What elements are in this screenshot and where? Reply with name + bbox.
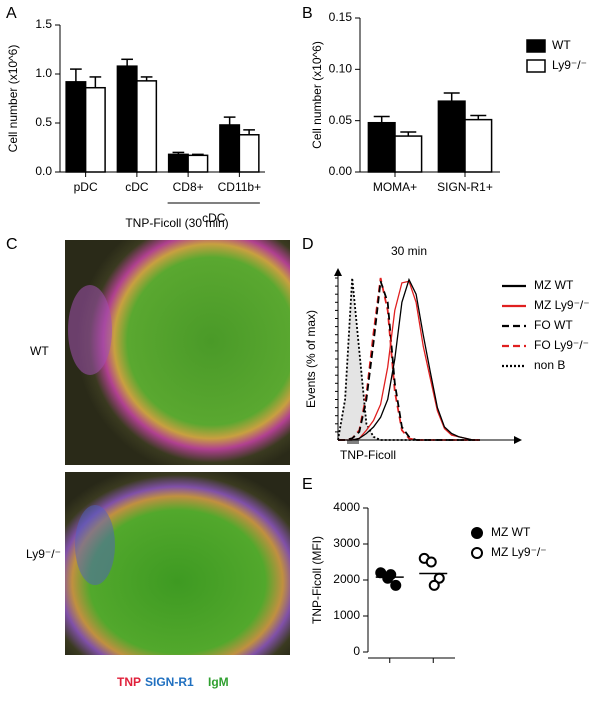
bar: [167, 153, 189, 173]
legend-label: non B: [534, 358, 565, 372]
stain-label: SIGN-R1: [145, 675, 194, 689]
legend-marker: [471, 547, 483, 559]
legend-label: FO WT: [534, 318, 573, 332]
bar: [65, 81, 87, 173]
legend-marker: [471, 527, 483, 539]
bar: [116, 65, 138, 173]
panel-c-title: TNP-Ficoll (30 min): [125, 216, 228, 230]
panel-letter: A: [6, 5, 17, 22]
y-tick-label: 0.5: [35, 115, 52, 129]
y-tick-label: 1.5: [35, 17, 52, 31]
bar: [187, 154, 209, 173]
x-arrow: [514, 436, 522, 444]
x-tick-label: CD8+: [173, 180, 204, 194]
legend-label: MZ WT: [534, 278, 574, 292]
y-tick-label: 0.15: [329, 10, 353, 24]
stain-label: IgM: [208, 675, 229, 689]
panel-letter: E: [302, 476, 313, 493]
y-axis-label: Events (% of max): [304, 310, 318, 408]
micrograph-detail: [75, 505, 115, 585]
legend-label: WT: [552, 38, 571, 52]
panel-letter: D: [302, 236, 314, 253]
x-axis-label: TNP-Ficoll: [340, 448, 396, 462]
bar: [367, 121, 396, 173]
x-tick-label: CD11b+: [218, 180, 261, 194]
y-axis-label: Cell number (x10^6): [6, 45, 20, 153]
y-tick-label: 0.00: [329, 164, 353, 178]
data-point: [425, 556, 437, 568]
legend-label: FO Ly9⁻/⁻: [534, 338, 589, 352]
y-tick-label: 0: [353, 644, 360, 658]
bar: [84, 86, 106, 173]
legend-label: MZ Ly9⁻/⁻: [534, 298, 590, 312]
row-label: WT: [30, 344, 49, 358]
bar: [437, 100, 466, 173]
bar: [464, 118, 493, 173]
y-tick-label: 2000: [333, 572, 360, 586]
x-tick-label: cDC: [125, 180, 149, 194]
stain-label: TNP: [117, 675, 141, 689]
y-arrow: [334, 268, 342, 276]
data-point: [428, 579, 440, 591]
data-point: [390, 579, 402, 591]
x-tick-label: MOMA+: [373, 180, 417, 194]
panel-letter: B: [302, 5, 313, 22]
chart-title: 30 min: [391, 244, 427, 258]
legend-label: MZ WT: [491, 525, 531, 539]
micrograph-detail: [68, 285, 112, 375]
legend-swatch: [526, 59, 546, 73]
legend-label: Ly9⁻/⁻: [552, 58, 587, 72]
x-tick-label: SIGN-R1+: [437, 180, 493, 194]
group-label: cDC: [202, 211, 226, 225]
y-tick-label: 0.10: [329, 62, 353, 76]
line: [338, 277, 480, 441]
line: [338, 280, 480, 441]
y-tick-label: 4000: [333, 500, 360, 514]
y-tick-label: 3000: [333, 536, 360, 550]
legend-label: MZ Ly9⁻/⁻: [491, 545, 547, 559]
panel-letter: C: [6, 236, 18, 253]
bar: [238, 134, 260, 173]
area: [338, 278, 480, 440]
bar: [394, 135, 423, 173]
bar: [136, 80, 158, 173]
y-tick-label: 1000: [333, 608, 360, 622]
panel-c-images: [65, 240, 290, 655]
y-axis-label: Cell number (x10^6): [310, 41, 324, 149]
y-tick-label: 0.0: [35, 164, 52, 178]
y-tick-label: 0.05: [329, 113, 353, 127]
y-tick-label: 1.0: [35, 66, 52, 80]
row-label: Ly9⁻/⁻: [26, 547, 61, 561]
legend-swatch: [526, 39, 546, 53]
y-axis-label: TNP-Ficoll (MFI): [310, 536, 324, 624]
x-tick-label: pDC: [74, 180, 98, 194]
bar: [219, 124, 241, 173]
